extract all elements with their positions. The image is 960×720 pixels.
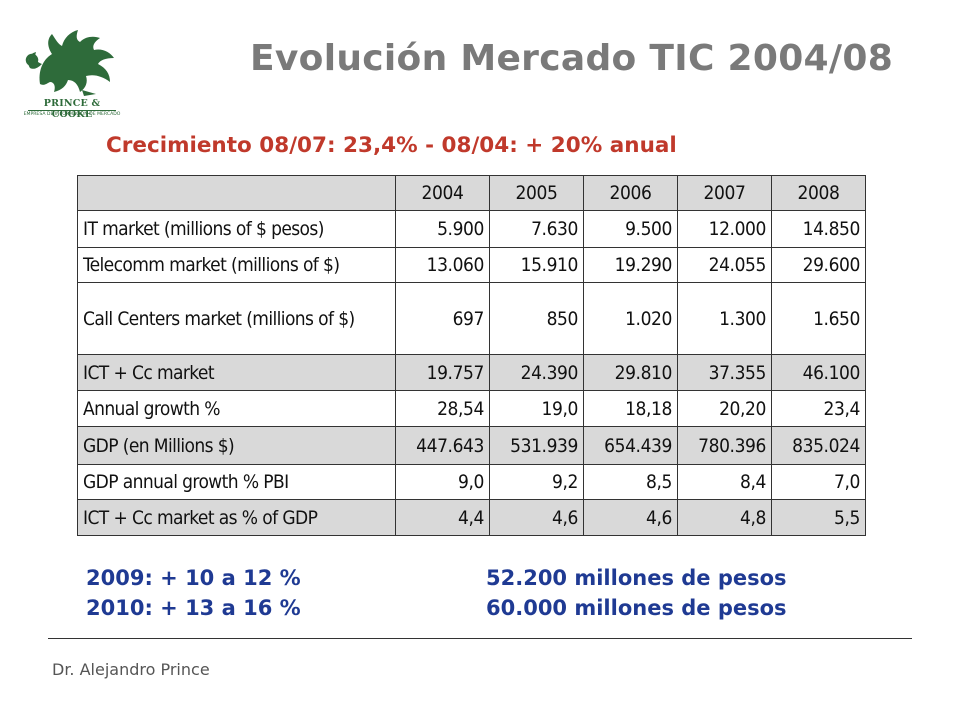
page-subtitle: Crecimiento 08/07: 23,4% - 08/04: + 20% … bbox=[106, 133, 677, 158]
value-cell: 28,54 bbox=[395, 390, 490, 427]
value-cell: 835.024 bbox=[771, 426, 866, 465]
value-cell: 9.500 bbox=[583, 210, 678, 248]
header-year-cell: 2007 bbox=[677, 175, 772, 211]
value-cell: 1.020 bbox=[583, 282, 678, 355]
value-cell: 447.643 bbox=[395, 426, 490, 465]
value-cell: 4,6 bbox=[489, 499, 584, 536]
row-label: GDP annual growth % PBI bbox=[77, 464, 396, 500]
table-row: GDP annual growth % PBI 9,0 9,2 8,5 8,4 … bbox=[77, 464, 866, 500]
row-label: IT market (millions of $ pesos) bbox=[77, 210, 396, 248]
table-row: GDP (en Millions $) 447.643 531.939 654.… bbox=[77, 426, 866, 465]
value-cell: 7,0 bbox=[771, 464, 866, 500]
value-cell: 4,4 bbox=[395, 499, 490, 536]
value-cell: 850 bbox=[489, 282, 584, 355]
value-cell: 9,2 bbox=[489, 464, 584, 500]
value-cell: 5.900 bbox=[395, 210, 490, 248]
value-cell: 14.850 bbox=[771, 210, 866, 248]
value-cell: 780.396 bbox=[677, 426, 772, 465]
value-cell: 13.060 bbox=[395, 247, 490, 283]
value-cell: 8,4 bbox=[677, 464, 772, 500]
value-cell: 531.939 bbox=[489, 426, 584, 465]
page-title: Evolución Mercado TIC 2004/08 bbox=[250, 38, 894, 79]
value-cell: 7.630 bbox=[489, 210, 584, 248]
row-label: Call Centers market (millions of $) bbox=[77, 282, 396, 355]
value-cell: 12.000 bbox=[677, 210, 772, 248]
value-cell: 1.300 bbox=[677, 282, 772, 355]
value-cell: 29.600 bbox=[771, 247, 866, 283]
value-cell: 1.650 bbox=[771, 282, 866, 355]
value-cell: 654.439 bbox=[583, 426, 678, 465]
value-cell: 18,18 bbox=[583, 390, 678, 427]
projection-2010-growth: 2010: + 13 a 16 % bbox=[86, 596, 301, 620]
value-cell: 15.910 bbox=[489, 247, 584, 283]
header-year-cell: 2006 bbox=[583, 175, 678, 211]
value-cell: 5,5 bbox=[771, 499, 866, 536]
value-cell: 19.757 bbox=[395, 354, 490, 391]
table-row: Annual growth % 28,54 19,0 18,18 20,20 2… bbox=[77, 390, 866, 427]
value-cell: 37.355 bbox=[677, 354, 772, 391]
company-logo: PRINCE & COOKE EMPRESA DE INFORMACIÓN DE… bbox=[22, 24, 122, 134]
value-cell: 20,20 bbox=[677, 390, 772, 427]
row-label: ICT + Cc market bbox=[77, 354, 396, 391]
value-cell: 29.810 bbox=[583, 354, 678, 391]
header-year-cell: 2008 bbox=[771, 175, 866, 211]
value-cell: 19,0 bbox=[489, 390, 584, 427]
value-cell: 8,5 bbox=[583, 464, 678, 500]
projection-2009-growth: 2009: + 10 a 12 % bbox=[86, 566, 301, 590]
table-row: IT market (millions of $ pesos) 5.900 7.… bbox=[77, 210, 866, 248]
header-corner-cell bbox=[77, 175, 396, 211]
row-label: Annual growth % bbox=[77, 390, 396, 427]
projection-2009-amount: 52.200 millones de pesos bbox=[486, 566, 787, 590]
table-row: Telecomm market (millions of $) 13.060 1… bbox=[77, 247, 866, 283]
projection-2010-amount: 60.000 millones de pesos bbox=[486, 596, 787, 620]
value-cell: 19.290 bbox=[583, 247, 678, 283]
value-cell: 24.390 bbox=[489, 354, 584, 391]
logo-brand: PRINCE & COOKE bbox=[43, 98, 101, 120]
value-cell: 23,4 bbox=[771, 390, 866, 427]
table-row: Call Centers market (millions of $) 697 … bbox=[77, 282, 866, 355]
table-row: ICT + Cc market 19.757 24.390 29.810 37.… bbox=[77, 354, 866, 391]
footer-divider bbox=[48, 638, 912, 639]
row-label: Telecomm market (millions of $) bbox=[77, 247, 396, 283]
logo-tagline: EMPRESA DE INFORMACIÓN DE MERCADO bbox=[23, 112, 121, 117]
row-label: GDP (en Millions $) bbox=[77, 426, 396, 465]
logo-divider bbox=[28, 110, 116, 111]
value-cell: 9,0 bbox=[395, 464, 490, 500]
header-year-cell: 2005 bbox=[489, 175, 584, 211]
table-header-row: 2004 2005 2006 2007 2008 bbox=[77, 175, 866, 211]
value-cell: 46.100 bbox=[771, 354, 866, 391]
row-label: ICT + Cc market as % of GDP bbox=[77, 499, 396, 536]
table-row: ICT + Cc market as % of GDP 4,4 4,6 4,6 … bbox=[77, 499, 866, 536]
value-cell: 24.055 bbox=[677, 247, 772, 283]
market-table: 2004 2005 2006 2007 2008 IT market (mill… bbox=[77, 175, 866, 536]
dragon-icon bbox=[25, 30, 114, 96]
value-cell: 4,8 bbox=[677, 499, 772, 536]
value-cell: 697 bbox=[395, 282, 490, 355]
author-name: Dr. Alejandro Prince bbox=[52, 660, 210, 679]
value-cell: 4,6 bbox=[583, 499, 678, 536]
header-year-cell: 2004 bbox=[395, 175, 490, 211]
